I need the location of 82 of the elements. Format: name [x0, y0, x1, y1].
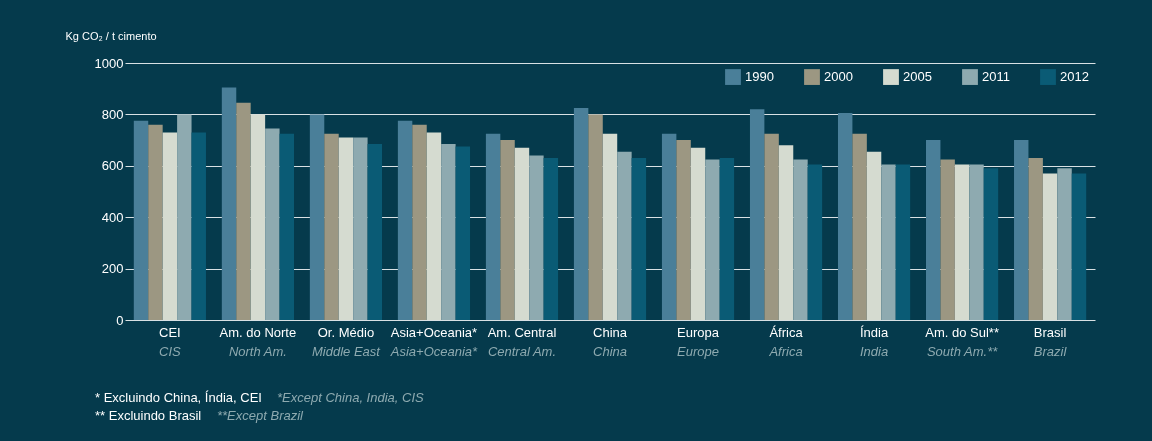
category-label: Europa Europe	[677, 324, 719, 359]
bar	[397, 120, 413, 320]
bar	[353, 137, 368, 320]
bar	[324, 133, 339, 320]
bar	[367, 143, 383, 320]
bar	[793, 159, 808, 320]
bar	[250, 114, 266, 320]
bar	[309, 114, 325, 320]
bar	[573, 107, 589, 320]
bar	[852, 133, 867, 320]
category-label: China China	[593, 324, 627, 359]
bar	[954, 164, 970, 320]
y-tick-label: 0	[116, 312, 124, 328]
bar	[602, 133, 618, 320]
bar	[881, 164, 896, 320]
bar	[837, 113, 853, 320]
bar	[676, 140, 691, 320]
bar	[940, 159, 955, 320]
category-label: CEI CIS	[159, 324, 181, 359]
bar	[236, 102, 251, 320]
bar	[338, 137, 354, 320]
text: *Except China, India, CIS	[277, 390, 425, 405]
y-axis-title: Kg CO₂ / t cimento	[65, 29, 157, 42]
category-label: África Africa	[769, 324, 803, 359]
y-tick-label: 1000	[94, 55, 124, 71]
bar	[866, 151, 882, 320]
y-tick-label: 800	[101, 106, 124, 122]
bar	[500, 140, 515, 320]
bar	[719, 158, 735, 320]
bar	[426, 132, 442, 320]
bar	[514, 147, 530, 320]
bar	[705, 159, 720, 320]
bar	[588, 114, 603, 320]
text: ** Excluindo Brasil	[95, 408, 202, 423]
text: **Except Brazil	[217, 408, 305, 423]
bar	[764, 133, 779, 320]
bar	[631, 158, 647, 320]
bar	[617, 151, 632, 320]
bar	[191, 132, 206, 320]
bar	[1028, 158, 1043, 320]
bar	[177, 114, 192, 320]
bar	[485, 133, 501, 320]
text: * Excluindo China, Índia, CEI	[95, 390, 262, 405]
bar	[221, 87, 237, 320]
bar	[778, 145, 794, 320]
bar	[529, 155, 544, 320]
category-label: Am. Central Central Am.	[487, 324, 557, 359]
y-tick-label: 200	[101, 261, 124, 277]
y-tick-label: 400	[101, 209, 124, 225]
category-label: Brasil Brazil	[1033, 324, 1067, 359]
category-label: Asia+Oceania* Asia+Oceania*	[390, 324, 478, 359]
bar	[412, 124, 427, 320]
bar	[1014, 140, 1029, 320]
legend-label: 2011	[982, 69, 1010, 85]
bar	[749, 109, 765, 320]
bar	[926, 140, 941, 320]
bar	[969, 164, 984, 320]
bar	[133, 120, 149, 320]
bar	[162, 132, 178, 320]
bar	[1071, 173, 1087, 320]
bar	[543, 158, 559, 320]
legend-label: 1990	[745, 69, 774, 85]
bar	[1042, 173, 1058, 320]
bar	[279, 133, 294, 320]
bar	[148, 124, 163, 320]
legend-label: 2000	[824, 69, 853, 85]
legend-label: 2005	[903, 69, 932, 85]
y-tick-label: 600	[101, 158, 124, 174]
bar	[265, 128, 280, 320]
category-label: Am. do Sul** South Am.**	[925, 324, 999, 359]
category-label: Índia India	[859, 324, 889, 359]
legend-label: 2012	[1060, 69, 1089, 85]
bar	[455, 146, 471, 320]
bar	[983, 168, 999, 320]
category-label: Am. do Norte North Am.	[219, 324, 297, 359]
category-label: Or. Médio Middle East	[311, 324, 380, 359]
bar	[661, 133, 677, 320]
bar	[1057, 168, 1072, 320]
bar	[895, 164, 911, 320]
bar	[690, 147, 706, 320]
bar	[441, 143, 456, 320]
bar	[807, 164, 823, 320]
